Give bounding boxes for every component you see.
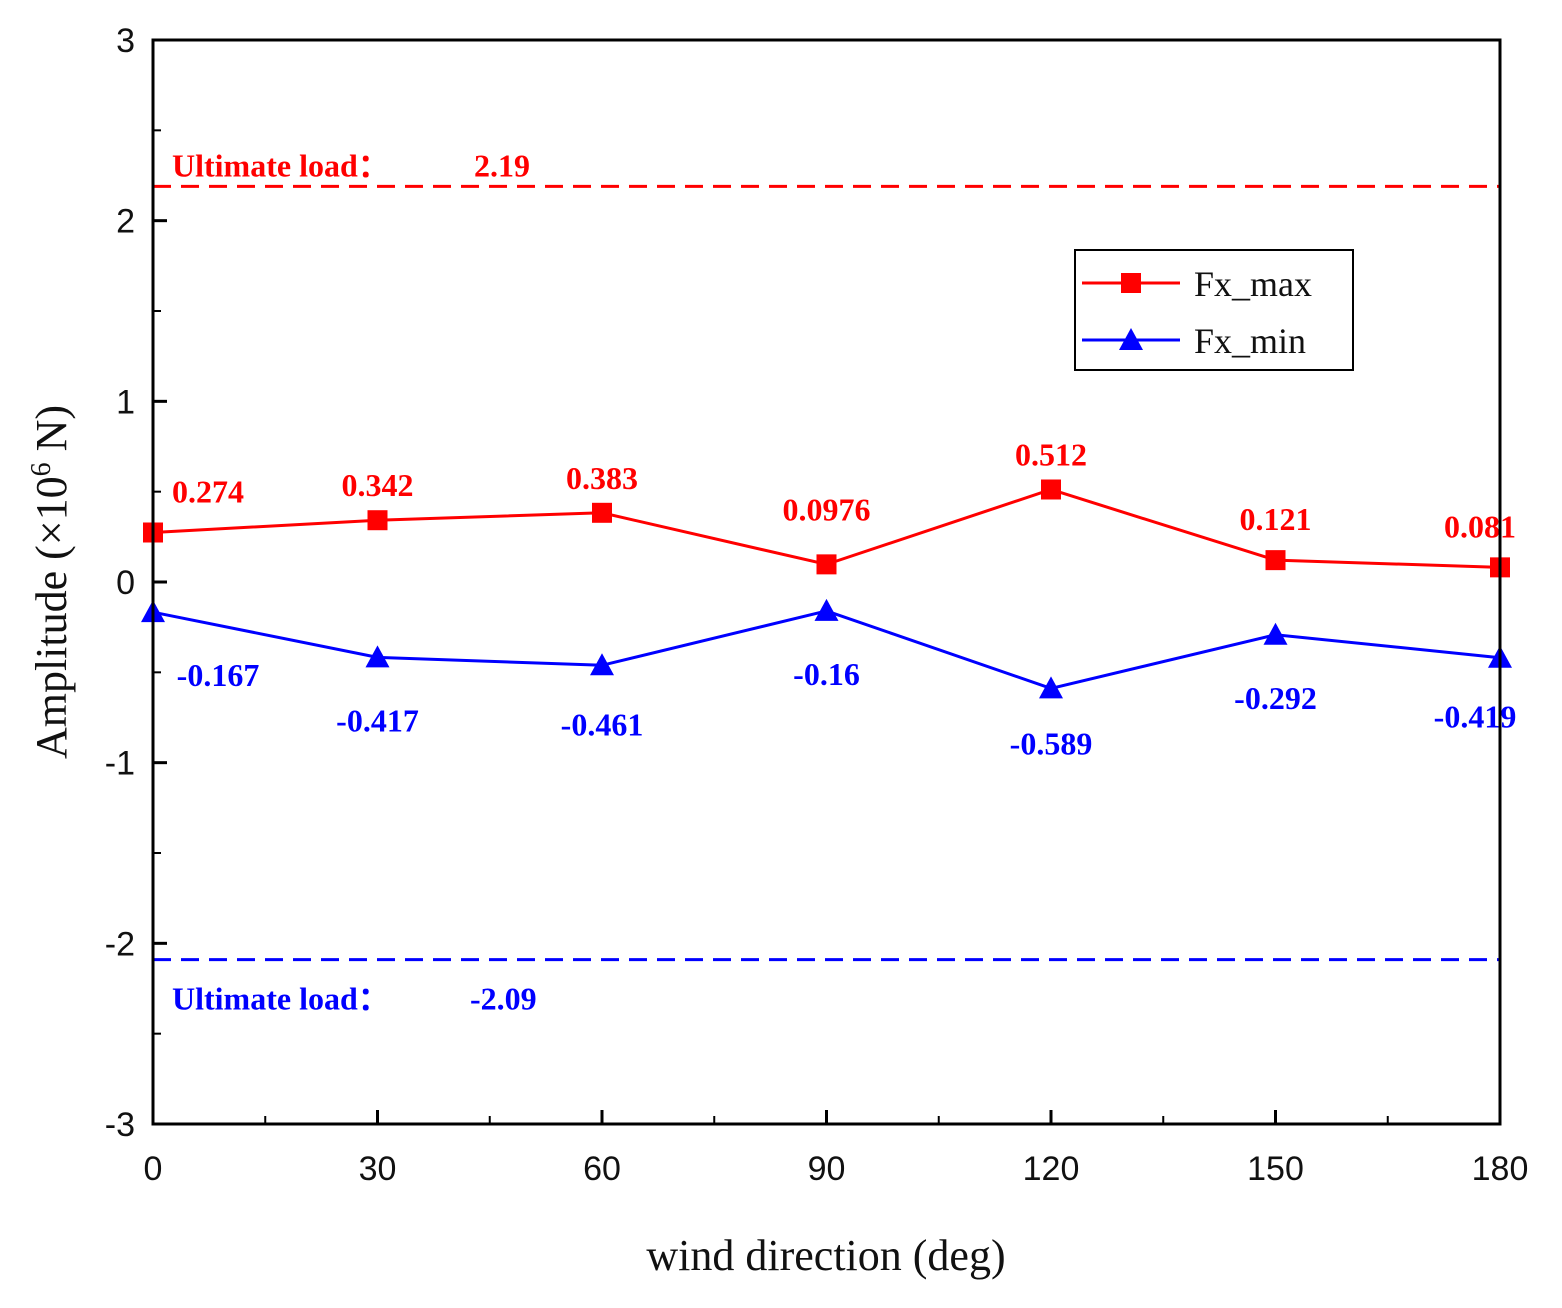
marker-fx-max xyxy=(816,554,837,575)
marker-fx-min xyxy=(1039,676,1063,699)
y-tick-label: -1 xyxy=(105,745,135,783)
y-tick-label: 1 xyxy=(116,383,135,421)
y-tick-label: 0 xyxy=(116,564,135,602)
legend: Fx_max Fx_min xyxy=(1074,249,1354,371)
y-axis-title: Amplitude (×106 N) xyxy=(26,405,76,759)
data-label-fx-min: -0.167 xyxy=(177,657,260,693)
x-tick-label: 60 xyxy=(583,1150,621,1188)
marker-fx-min xyxy=(590,653,614,676)
data-label-fx-max: 0.081 xyxy=(1444,508,1516,544)
data-label-fx-max: 0.383 xyxy=(566,460,638,496)
ultimate-load-label-upper: Ultimate load： xyxy=(172,147,390,183)
marker-fx-min xyxy=(1263,622,1288,645)
x-tick-label: 0 xyxy=(144,1150,163,1188)
ultimate-load-label-lower: Ultimate load： xyxy=(172,981,390,1017)
plot-frame xyxy=(151,38,1502,1126)
data-label-fx-max: 0.0976 xyxy=(783,491,871,527)
marker-fx-max xyxy=(592,502,612,523)
marker-fx-min xyxy=(814,598,839,621)
data-label-fx-max: 0.512 xyxy=(1015,436,1087,472)
x-tick-label: 180 xyxy=(1472,1150,1529,1188)
data-label-fx-min: -0.292 xyxy=(1234,680,1317,716)
y-tick-label: -2 xyxy=(105,925,135,963)
marker-fx-max xyxy=(1041,479,1061,500)
x-tick-label: 150 xyxy=(1247,1150,1304,1188)
legend-marker-fx-max xyxy=(1121,273,1141,293)
x-axis-title: wind direction (deg) xyxy=(646,1231,1005,1280)
y-tick-label: -3 xyxy=(105,1106,135,1144)
legend-marker-fx-min xyxy=(1119,328,1143,350)
data-label-fx-min: -0.419 xyxy=(1434,699,1517,735)
marker-fx-max xyxy=(1265,550,1286,571)
y-tick-label: 3 xyxy=(116,22,135,60)
legend-label-fx-min: Fx_min xyxy=(1194,321,1306,361)
marker-fx-max xyxy=(367,510,388,531)
data-label-fx-max: 0.121 xyxy=(1240,501,1312,537)
data-label-fx-max: 0.274 xyxy=(172,473,244,509)
x-tick-label: 120 xyxy=(1023,1150,1080,1188)
legend-label-fx-max: Fx_max xyxy=(1194,264,1312,304)
x-tick-label: 30 xyxy=(359,1150,397,1188)
x-tick-label: 90 xyxy=(808,1150,846,1188)
marker-fx-min xyxy=(365,645,390,668)
data-label-fx-min: -0.589 xyxy=(1010,725,1093,761)
data-label-fx-min: -0.16 xyxy=(793,656,860,692)
ultimate-load-value-upper: 2.19 xyxy=(474,147,530,183)
data-label-fx-min: -0.417 xyxy=(336,702,419,738)
y-tick-label: 2 xyxy=(116,203,135,241)
data-label-fx-min: -0.461 xyxy=(561,706,644,742)
data-label-fx-max: 0.342 xyxy=(342,467,414,503)
ultimate-load-value-lower: -2.09 xyxy=(470,981,537,1017)
